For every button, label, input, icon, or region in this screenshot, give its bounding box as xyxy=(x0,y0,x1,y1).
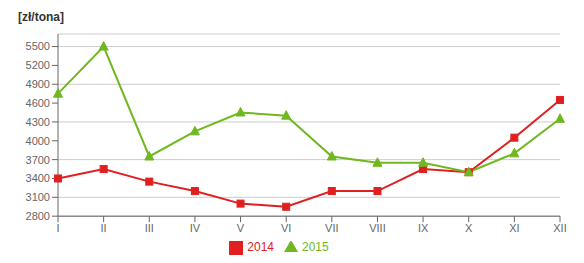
svg-text:4000: 4000 xyxy=(26,135,50,147)
svg-text:VIII: VIII xyxy=(369,222,386,234)
svg-text:4900: 4900 xyxy=(26,78,50,90)
svg-text:VII: VII xyxy=(325,222,338,234)
html-text:[zł/tona]: [zł/tona] xyxy=(18,10,64,24)
svg-text:5200: 5200 xyxy=(26,59,50,71)
svg-text:VI: VI xyxy=(281,222,291,234)
svg-text:IV: IV xyxy=(190,222,201,234)
svg-text:3100: 3100 xyxy=(26,191,50,203)
svg-text:II: II xyxy=(101,222,107,234)
html-text:2015: 2015 xyxy=(302,240,329,255)
svg-text:2800: 2800 xyxy=(26,210,50,222)
svg-text:3700: 3700 xyxy=(26,154,50,166)
svg-text:4300: 4300 xyxy=(26,116,50,128)
svg-text:III: III xyxy=(145,222,154,234)
svg-text:5500: 5500 xyxy=(26,40,50,52)
svg-text:IX: IX xyxy=(418,222,429,234)
svg-text:XII: XII xyxy=(553,222,566,234)
svg-text:XI: XI xyxy=(509,222,519,234)
svg-text:V: V xyxy=(237,222,245,234)
svg-text:3400: 3400 xyxy=(26,172,50,184)
svg-text:4600: 4600 xyxy=(26,97,50,109)
html-text:2014: 2014 xyxy=(247,240,274,255)
svg-text:I: I xyxy=(56,222,59,234)
svg-text:X: X xyxy=(465,222,473,234)
